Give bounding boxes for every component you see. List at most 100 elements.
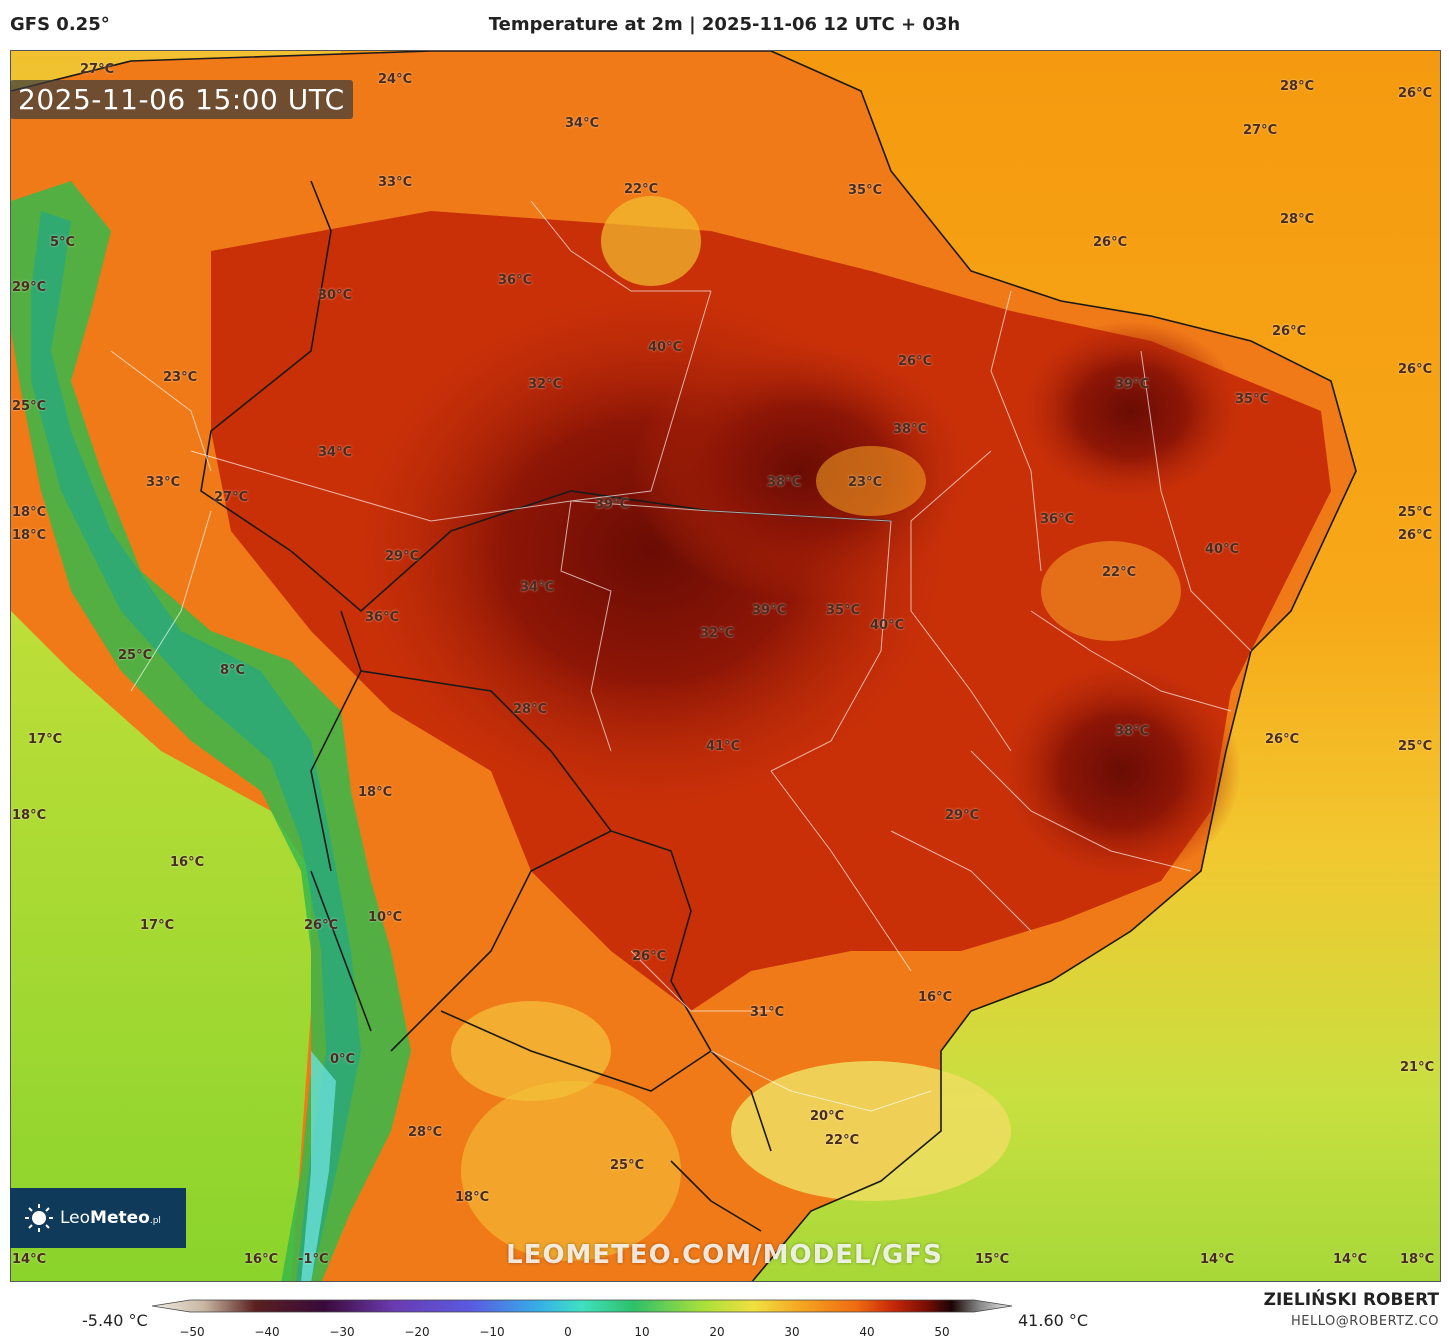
temperature-label: 27°C <box>80 62 115 77</box>
temperature-label: -1°C <box>298 1252 329 1267</box>
site-watermark: LEOMETEO.COM/MODEL/GFS <box>506 1240 943 1270</box>
temperature-label: 35°C <box>848 183 883 198</box>
temperature-label: 18°C <box>12 505 47 520</box>
map-title: Temperature at 2m | 2025-11-06 12 UTC + … <box>488 14 961 35</box>
temperature-label: 28°C <box>1280 212 1315 227</box>
temperature-label: 14°C <box>1200 1252 1235 1267</box>
temperature-label: 27°C <box>214 490 249 505</box>
temperature-label: 25°C <box>610 1158 645 1173</box>
temperature-label: 38°C <box>1115 724 1150 739</box>
temperature-label: 40°C <box>1205 542 1240 557</box>
temperature-label: 28°C <box>513 702 548 717</box>
temperature-label: 25°C <box>1398 505 1433 520</box>
temperature-label: 26°C <box>1398 528 1433 543</box>
temperature-label: 16°C <box>170 855 205 870</box>
temperature-label: 26°C <box>898 354 933 369</box>
temperature-label: 30°C <box>318 288 353 303</box>
legend-tick-label: 10 <box>634 1325 650 1338</box>
valid-time-stamp: 2025-11-06 15:00 UTC <box>10 80 353 119</box>
temperature-label: 26°C <box>632 949 667 964</box>
temperature-label: 27°C <box>1243 123 1278 138</box>
temperature-label: 15°C <box>975 1252 1010 1267</box>
legend-tick-label: 30 <box>784 1325 800 1338</box>
temperature-label: 26°C <box>1265 732 1300 747</box>
legend-tick-label: −50 <box>179 1325 205 1338</box>
temperature-label: 38°C <box>767 475 802 490</box>
legend-tick-label: −10 <box>479 1325 505 1338</box>
temperature-label: 35°C <box>826 603 861 618</box>
temperature-label: 32°C <box>700 626 735 641</box>
temperature-label: 18°C <box>12 808 47 823</box>
temperature-label: 14°C <box>1333 1252 1368 1267</box>
author-credit: ZIELIŃSKI ROBERT <box>1263 1290 1439 1310</box>
temperature-label: 33°C <box>146 475 181 490</box>
temperature-label: 26°C <box>1398 86 1433 101</box>
legend-tick-label: 50 <box>934 1325 950 1338</box>
temperature-label: 18°C <box>1400 1252 1435 1267</box>
temperature-label: 18°C <box>12 528 47 543</box>
temperature-label: 25°C <box>118 648 153 663</box>
legend-tick-label: 20 <box>709 1325 725 1338</box>
temperature-label: 33°C <box>378 175 413 190</box>
temperature-label: 22°C <box>1102 565 1137 580</box>
temperature-label: 28°C <box>408 1125 443 1140</box>
temperature-label: 18°C <box>455 1190 490 1205</box>
sun-icon <box>24 1203 54 1233</box>
temperature-label: 31°C <box>750 1005 785 1020</box>
temperature-label: 20°C <box>810 1109 845 1124</box>
temperature-label: 41°C <box>706 739 741 754</box>
temperature-label: 34°C <box>565 116 600 131</box>
author-email[interactable]: HELLO@ROBERTZ.CO <box>1290 1314 1439 1329</box>
temperature-label: 17°C <box>140 918 175 933</box>
temperature-label: 29°C <box>12 280 47 295</box>
temperature-label: 39°C <box>1115 377 1150 392</box>
temperature-label: 17°C <box>28 732 63 747</box>
temperature-label: 8°C <box>220 663 246 678</box>
leometeo-logo[interactable]: LeoMeteo.pl <box>10 1188 186 1248</box>
temperature-label: 23°C <box>163 370 198 385</box>
temperature-label: 10°C <box>368 910 403 925</box>
temperature-label: 34°C <box>520 580 555 595</box>
temperature-label: 25°C <box>1398 739 1433 754</box>
temperature-label: 39°C <box>752 603 787 618</box>
temperature-label: 35°C <box>1235 392 1270 407</box>
legend-tick-label: 0 <box>564 1325 572 1338</box>
temperature-label: 26°C <box>1398 362 1433 377</box>
temperature-label: 29°C <box>945 808 980 823</box>
legend-tick-label: −40 <box>254 1325 280 1338</box>
temperature-label: 34°C <box>318 445 353 460</box>
temperature-label: 36°C <box>498 273 533 288</box>
legend-tick-label: 40 <box>859 1325 875 1338</box>
temperature-label: 16°C <box>244 1252 279 1267</box>
temperature-label: 38°C <box>893 422 928 437</box>
temperature-label: 28°C <box>1280 79 1315 94</box>
temperature-label: 36°C <box>365 610 400 625</box>
temperature-label: 29°C <box>385 549 420 564</box>
logo-text: LeoMeteo.pl <box>60 1208 161 1228</box>
temperature-label: 26°C <box>1272 324 1307 339</box>
temperature-label: 24°C <box>378 72 413 87</box>
temperature-map[interactable] <box>10 50 1441 1282</box>
temperature-label: 0°C <box>330 1052 356 1067</box>
legend-min-value: -5.40 °C <box>82 1311 148 1330</box>
temperature-label: 5°C <box>50 235 76 250</box>
temperature-label: 14°C <box>12 1252 47 1267</box>
temperature-label: 16°C <box>918 990 953 1005</box>
color-scale-bar <box>152 1299 1012 1313</box>
temperature-label: 18°C <box>358 785 393 800</box>
temperature-label: 26°C <box>1093 235 1128 250</box>
temperature-label: 26°C <box>304 918 339 933</box>
legend-max-value: 41.60 °C <box>1018 1311 1089 1330</box>
legend-tick-label: −30 <box>329 1325 355 1338</box>
temperature-label: 21°C <box>1400 1060 1435 1075</box>
temperature-label: 32°C <box>528 377 563 392</box>
temperature-label: 22°C <box>624 182 659 197</box>
temperature-label: 40°C <box>870 618 905 633</box>
temperature-label: 25°C <box>12 399 47 414</box>
model-name: GFS 0.25° <box>10 14 110 35</box>
temperature-label: 36°C <box>1040 512 1075 527</box>
temperature-label: 40°C <box>648 340 683 355</box>
temperature-label: 23°C <box>848 475 883 490</box>
temperature-label: 22°C <box>825 1133 860 1148</box>
temperature-label: 39°C <box>595 497 630 512</box>
